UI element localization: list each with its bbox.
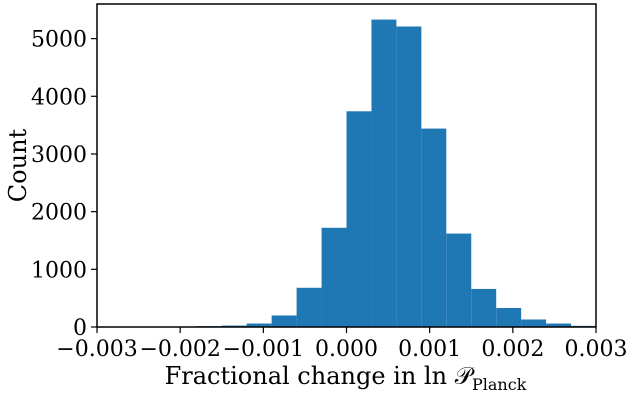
histogram-bar bbox=[371, 20, 396, 327]
y-tick-label: 4000 bbox=[31, 85, 87, 110]
histogram-bar bbox=[347, 111, 372, 327]
histogram-bar bbox=[322, 228, 347, 327]
y-tick-label: 1000 bbox=[31, 258, 87, 283]
x-axis-label-main: Fractional change in ln 𝒫 bbox=[165, 362, 475, 390]
histogram-bar bbox=[272, 315, 297, 327]
x-axis-label: Fractional change in ln 𝒫Planck bbox=[165, 362, 527, 394]
histogram-bar bbox=[446, 234, 471, 327]
histogram-bar bbox=[496, 308, 521, 327]
y-tick-label: 2000 bbox=[31, 201, 87, 226]
y-tick-label: 3000 bbox=[31, 143, 87, 168]
x-tick-label: 0.000 bbox=[315, 337, 378, 362]
x-ticks-group: −0.003−0.002−0.001 0.000 0.001 0.002 0.003 bbox=[56, 327, 627, 362]
histogram-bar bbox=[421, 129, 446, 327]
x-tick-label: −0.003 bbox=[56, 337, 137, 362]
x-tick-label: −0.001 bbox=[223, 337, 304, 362]
y-tick-label: 5000 bbox=[31, 28, 87, 53]
y-ticks-group: 0 1000 2000 3000 4000 5000 bbox=[31, 28, 97, 341]
bars-group bbox=[172, 20, 596, 327]
y-axis-label: Count bbox=[4, 128, 32, 202]
x-tick-label: 0.003 bbox=[565, 337, 628, 362]
histogram-bar bbox=[521, 320, 546, 327]
x-tick-label: 0.002 bbox=[481, 337, 544, 362]
x-axis-label-subscript: Planck bbox=[472, 375, 527, 394]
x-tick-label: 0.001 bbox=[398, 337, 461, 362]
histogram-bar bbox=[297, 288, 322, 327]
histogram-bar bbox=[471, 289, 496, 327]
x-tick-label: −0.002 bbox=[139, 337, 220, 362]
y-tick-label: 0 bbox=[73, 316, 87, 341]
histogram-bar bbox=[396, 26, 421, 327]
